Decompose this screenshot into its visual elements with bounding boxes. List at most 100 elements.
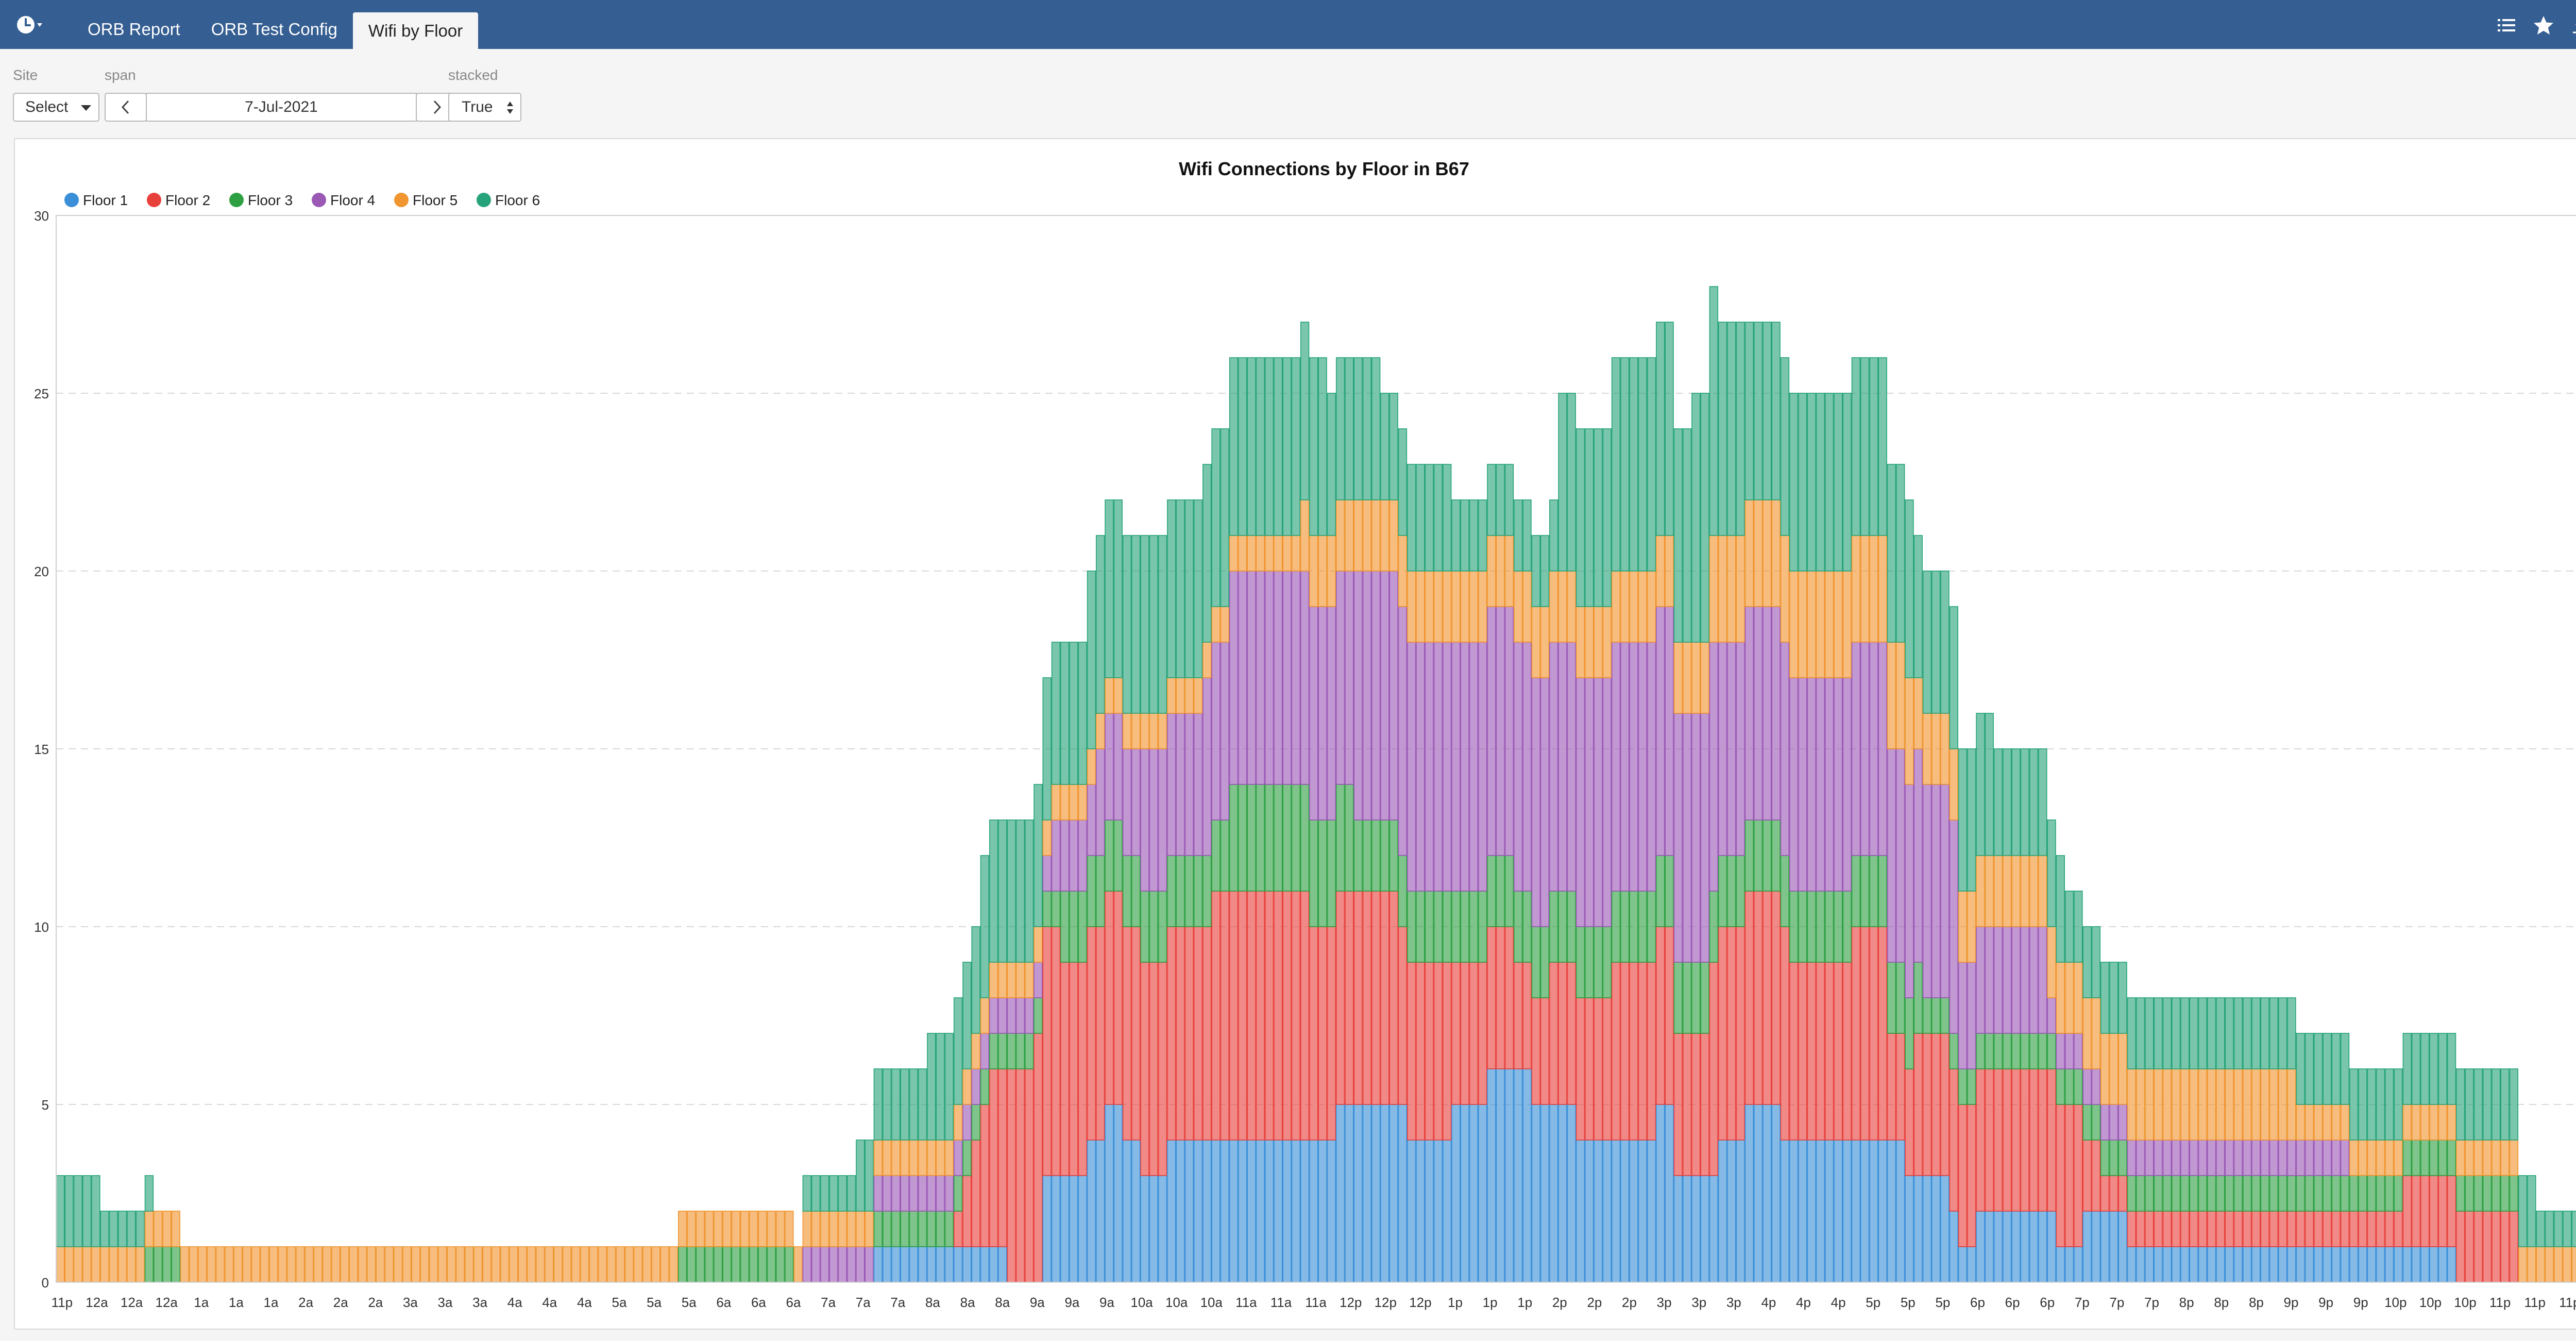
bar-segment bbox=[2242, 1175, 2252, 1212]
bar-segment bbox=[91, 1175, 100, 1247]
x-tick-label: 8p bbox=[2249, 1295, 2264, 1310]
bar-segment bbox=[802, 1246, 811, 1283]
x-tick-label: 7p bbox=[2144, 1295, 2159, 1310]
bar-segment bbox=[2465, 1139, 2474, 1176]
bar-segment bbox=[2314, 1033, 2323, 1105]
bar-segment bbox=[714, 1246, 723, 1283]
bar-segment bbox=[1300, 499, 1310, 572]
tab-wifi-by-floor[interactable]: Wifi by Floor bbox=[352, 12, 479, 49]
bar-segment bbox=[2145, 1246, 2154, 1283]
favorite-button[interactable] bbox=[2533, 14, 2554, 36]
bar-segment bbox=[953, 997, 963, 1105]
bar-segment bbox=[1345, 784, 1354, 892]
bar-segment bbox=[2456, 1139, 2465, 1176]
legend-item[interactable]: Floor 2 bbox=[147, 192, 210, 208]
bar-segment bbox=[1638, 1139, 1647, 1283]
previous-date-button[interactable] bbox=[105, 93, 147, 122]
bar-segment bbox=[2278, 1246, 2287, 1283]
legend-item[interactable]: Floor 1 bbox=[64, 192, 128, 208]
stacked-select[interactable]: True bbox=[448, 93, 521, 122]
bar-segment bbox=[1291, 1139, 1301, 1283]
bar-segment bbox=[1202, 464, 1212, 643]
bar-segment bbox=[1691, 962, 1701, 1034]
bar-segment bbox=[856, 1246, 865, 1283]
bar-segment bbox=[2242, 1211, 2252, 1247]
bar-segment bbox=[1869, 855, 1878, 927]
download-button[interactable] bbox=[2570, 14, 2576, 36]
bar-segment bbox=[2385, 1139, 2394, 1176]
bar-segment bbox=[1575, 677, 1585, 927]
bar-segment bbox=[1469, 499, 1479, 572]
bar-segment bbox=[2074, 1246, 2083, 1283]
bar-segment bbox=[1620, 571, 1630, 643]
legend-item[interactable]: Floor 6 bbox=[477, 192, 540, 208]
bar-segment bbox=[1860, 535, 1870, 643]
bar-segment bbox=[1051, 784, 1061, 820]
history-menu-button[interactable] bbox=[15, 14, 44, 35]
bar-segment bbox=[1611, 357, 1621, 572]
bar-segment bbox=[971, 1033, 980, 1069]
bar-segment bbox=[1647, 962, 1656, 1141]
bar-segment bbox=[1807, 571, 1816, 678]
bar-segment bbox=[953, 1104, 963, 1141]
bar-segment bbox=[1380, 571, 1389, 820]
bar-segment bbox=[2456, 1068, 2465, 1141]
bar-segment bbox=[2074, 1033, 2083, 1069]
bar-segment bbox=[482, 1246, 492, 1283]
bar-segment bbox=[1940, 784, 1950, 998]
bar-segment bbox=[2376, 1175, 2385, 1212]
bar-segment bbox=[2394, 1175, 2403, 1212]
bar-segment bbox=[1122, 713, 1132, 749]
bar-segment bbox=[2225, 1139, 2234, 1176]
bar-segment bbox=[2242, 1139, 2252, 1176]
bar-segment bbox=[1629, 891, 1638, 963]
bar-segment bbox=[1842, 393, 1852, 572]
bar-segment bbox=[2553, 1246, 2563, 1283]
legend-item[interactable]: Floor 4 bbox=[312, 192, 375, 208]
site-select[interactable]: Select bbox=[13, 93, 99, 122]
bar-segment bbox=[1673, 1175, 1683, 1283]
bar-segment bbox=[1780, 642, 1790, 856]
bar-segment bbox=[1318, 535, 1327, 607]
bar-segment bbox=[2038, 926, 2047, 1034]
bar-segment bbox=[1398, 535, 1408, 607]
bar-segment bbox=[1869, 357, 1878, 536]
bar-segment bbox=[2394, 1246, 2403, 1283]
bar-segment bbox=[2216, 997, 2225, 1069]
bar-segment bbox=[2358, 1175, 2367, 1212]
bar-segment bbox=[953, 1211, 963, 1247]
bar-segment bbox=[1158, 891, 1167, 963]
bar-segment bbox=[1647, 357, 1656, 572]
bar-segment bbox=[1896, 464, 1905, 643]
bar-segment bbox=[980, 1104, 990, 1247]
bar-segment bbox=[2304, 1175, 2314, 1212]
bar-segment bbox=[1656, 855, 1665, 927]
bar-segment bbox=[971, 926, 980, 1034]
bar-segment bbox=[1789, 1139, 1799, 1283]
legend-item[interactable]: Floor 3 bbox=[229, 192, 293, 208]
updown-caret-icon bbox=[507, 102, 513, 114]
bar-segment bbox=[2118, 962, 2127, 1034]
bar-segment bbox=[998, 819, 1007, 963]
bar-segment bbox=[2198, 997, 2208, 1069]
bar-segment bbox=[2296, 1175, 2305, 1212]
bar-segment bbox=[1504, 606, 1514, 856]
bar-segment bbox=[1522, 642, 1532, 892]
bar-segment bbox=[1824, 677, 1834, 892]
bar-segment bbox=[1673, 642, 1683, 714]
tab-orb-report[interactable]: ORB Report bbox=[88, 20, 180, 39]
bar-segment bbox=[2331, 1246, 2341, 1283]
bar-segment bbox=[962, 1068, 972, 1105]
tab-orb-test-config[interactable]: ORB Test Config bbox=[211, 20, 337, 39]
legend-item[interactable]: Floor 5 bbox=[394, 192, 457, 208]
bar-segment bbox=[64, 1246, 74, 1283]
bar-segment bbox=[2233, 997, 2243, 1069]
download-icon bbox=[2573, 24, 2576, 33]
bar-segment bbox=[1042, 819, 1052, 856]
bar-segment bbox=[1620, 891, 1630, 963]
bar-segment bbox=[1451, 1104, 1461, 1283]
bar-segment bbox=[1211, 1139, 1221, 1283]
list-view-button[interactable] bbox=[2496, 14, 2517, 36]
bar-segment bbox=[1184, 855, 1194, 927]
date-field[interactable]: 7-Jul-2021 bbox=[146, 93, 417, 122]
